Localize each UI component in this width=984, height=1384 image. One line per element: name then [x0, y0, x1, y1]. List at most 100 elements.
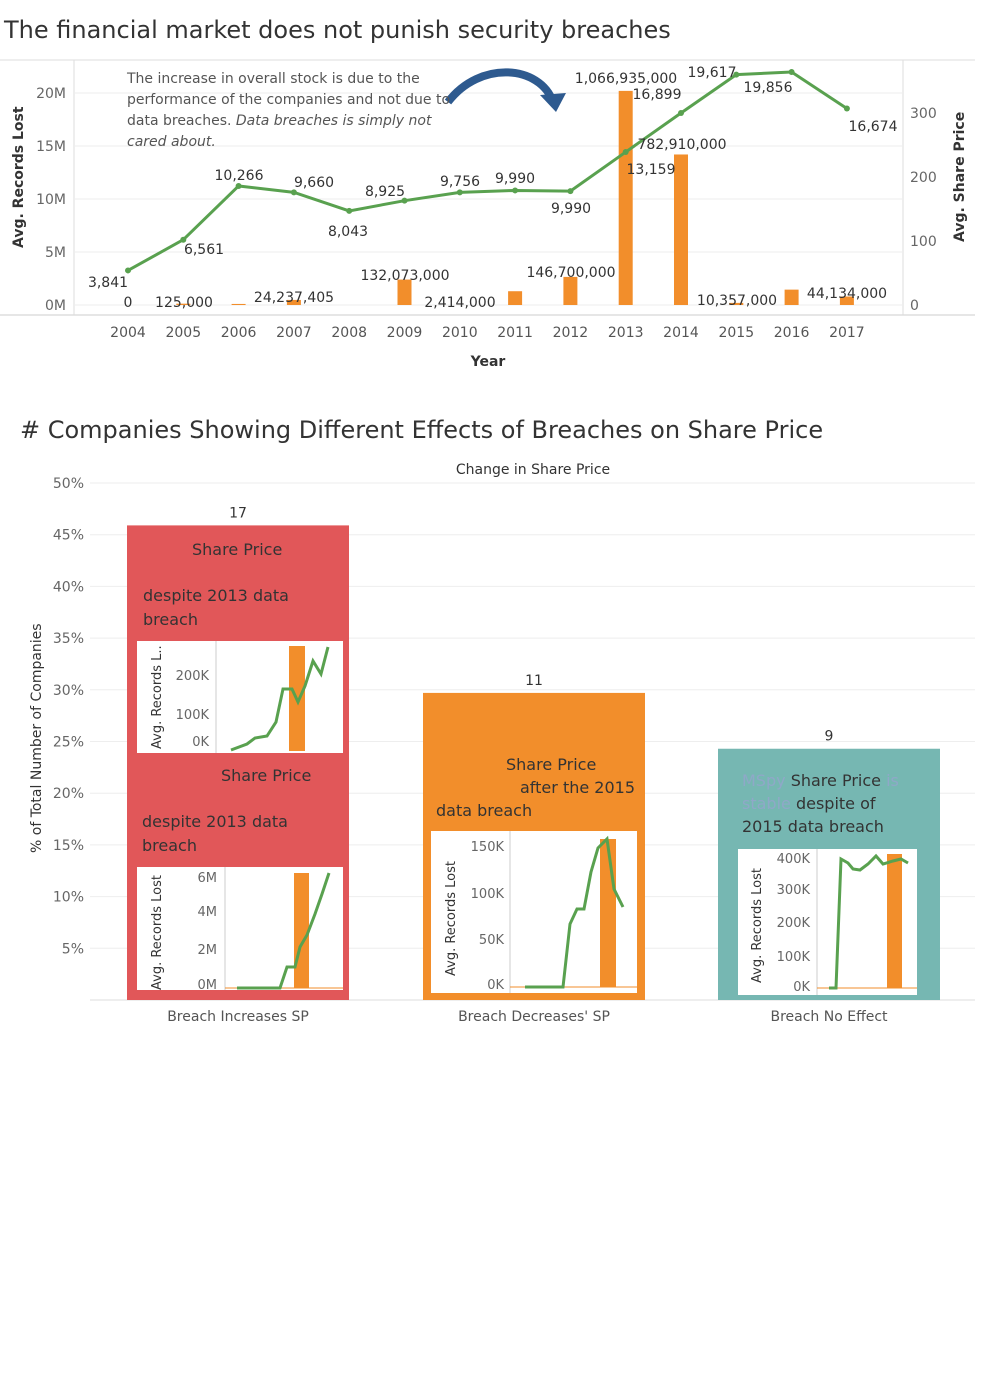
svg-text:200K: 200K	[176, 669, 210, 684]
share-price-point	[235, 182, 242, 189]
top-chart-title: The financial market does not punish sec…	[4, 16, 671, 44]
bar-records-lost	[397, 279, 412, 305]
bar-value-label: 1,066,935,000	[575, 71, 677, 87]
y-tick-label: 35%	[53, 631, 84, 647]
bar-count-label: 11	[525, 673, 543, 689]
arrow-head-icon	[540, 93, 566, 112]
svg-text:Avg. Records L..: Avg. Records L..	[150, 645, 165, 749]
category-label: Breach Increases SP	[167, 1009, 309, 1025]
share-price-label: 10,266	[215, 168, 264, 184]
bar-value-label: 132,073,000	[360, 268, 449, 284]
share-price-label: 8,925	[365, 184, 405, 200]
share-price-label: 9,990	[495, 171, 535, 187]
share-price-line	[127, 70, 848, 272]
mini-chart-inc-b: Avg. Records Lost 6M 4M 2M 0M	[137, 867, 343, 990]
x-tick-label: 2006	[221, 325, 257, 341]
share-price-label: 6,561	[184, 242, 224, 258]
y-tick-label: 5%	[62, 941, 84, 957]
share-price-point	[125, 267, 131, 274]
bar-records-lost	[231, 303, 246, 305]
svg-text:400K: 400K	[777, 852, 811, 867]
left-tick-label: 20M	[36, 86, 66, 102]
category-label: Breach No Effect	[770, 1009, 888, 1025]
share-price-point	[290, 189, 297, 196]
share-price-point	[401, 197, 408, 204]
panel-dec-line3: data breach	[436, 801, 533, 820]
bar-value-label: 10,357,000	[697, 293, 777, 309]
panel-noeff-line1: MSpy Share Price is	[742, 771, 899, 790]
share-price-point	[346, 207, 353, 214]
svg-text:0K: 0K	[192, 735, 209, 750]
bar-records-lost	[563, 276, 578, 305]
y-axis-label: % of Total Number of Companies	[29, 623, 45, 853]
share-price-point	[678, 110, 684, 116]
svg-text:Avg. Records Lost: Avg. Records Lost	[150, 875, 165, 990]
svg-text:100K: 100K	[471, 887, 505, 902]
svg-text:50K: 50K	[479, 933, 505, 948]
x-tick-label: 2016	[774, 325, 810, 341]
bar-records-lost	[176, 303, 191, 305]
x-tick-label: 2013	[608, 325, 644, 341]
bar-records-lost	[729, 302, 744, 305]
share-price-point	[733, 71, 740, 78]
x-tick-label: 2012	[553, 325, 589, 341]
svg-text:150K: 150K	[471, 840, 505, 855]
bar-value-label: 44,134,000	[807, 286, 887, 302]
svg-text:300K: 300K	[777, 883, 811, 898]
svg-text:0K: 0K	[487, 978, 504, 993]
bottom-subtitle: Change in Share Price	[456, 462, 610, 478]
mini-chart-dec: Avg. Records Lost 150K 100K 50K 0K	[431, 831, 637, 993]
bar-value-label: 2,414,000	[424, 295, 495, 311]
bar-count-label: 9	[825, 729, 834, 745]
category-label: Breach Decreases' SP	[458, 1009, 610, 1025]
share-price-point	[567, 188, 574, 195]
top-chart-svg: 0 125,000 24,237,405 132,073,000 2,414,000 14…	[0, 59, 975, 370]
panel-noeff-line2: stable despite of	[742, 794, 876, 813]
svg-text:0M: 0M	[198, 978, 218, 990]
share-price-label: 9,756	[440, 174, 480, 190]
panel-inc-b-line3: breach	[142, 836, 197, 855]
svg-text:4M: 4M	[198, 905, 218, 920]
bar-value-label: 782,910,000	[637, 137, 726, 153]
x-tick-label: 2014	[663, 325, 699, 341]
svg-text:6M: 6M	[198, 871, 218, 886]
x-axis-label: Year	[470, 354, 506, 370]
mini-bar	[887, 854, 902, 988]
x-tick-label: 2005	[165, 325, 201, 341]
x-tick-label: 2011	[497, 325, 533, 341]
mini-chart-noeff: Avg. Records Lost 400K 300K 200K 100K 0K	[738, 849, 917, 995]
bar-records-lost	[674, 154, 688, 305]
right-tick-label: 0	[910, 298, 919, 314]
y-axis-right-label: Avg. Share Price	[952, 112, 968, 242]
share-price-point	[788, 69, 795, 76]
x-tick-label: 2007	[276, 325, 312, 341]
share-price-label: 16,899	[633, 87, 682, 103]
y-tick-label: 45%	[53, 528, 84, 544]
svg-text:Avg. Records Lost: Avg. Records Lost	[444, 861, 459, 976]
mini-line	[525, 835, 625, 989]
share-price-point	[180, 236, 187, 243]
annotation: The increase in overall stock is due to …	[127, 71, 451, 150]
panel-inc-a-line1: Share Price	[192, 540, 283, 559]
y-tick-label: 40%	[53, 579, 84, 595]
bar-count-label: 17	[229, 505, 247, 521]
share-price-point	[843, 105, 850, 112]
share-price-point	[456, 189, 463, 196]
right-tick-label: 100	[910, 234, 937, 250]
bar-records-lost	[784, 289, 799, 305]
bottom-chart-title: # Companies Showing Different Effects of…	[20, 416, 824, 444]
x-tick-label: 2008	[331, 325, 367, 341]
share-price-label: 9,990	[551, 201, 591, 217]
panel-dec-line1: Share Price	[506, 755, 597, 774]
y-axis-left-label: Avg. Records Lost	[11, 106, 27, 248]
share-price-label: 16,674	[849, 119, 898, 135]
svg-text:2M: 2M	[198, 943, 218, 958]
y-tick-label: 30%	[53, 683, 84, 699]
mini-line	[829, 853, 909, 990]
bar-records-lost	[286, 299, 301, 305]
x-tick-label: 2017	[829, 325, 865, 341]
share-price-label: 3,841	[88, 275, 128, 291]
arrow-icon	[444, 68, 557, 105]
share-price-label: 19,617	[688, 65, 737, 81]
mini-chart-inc-a: Avg. Records L.. 200K 100K 0K	[137, 641, 343, 753]
